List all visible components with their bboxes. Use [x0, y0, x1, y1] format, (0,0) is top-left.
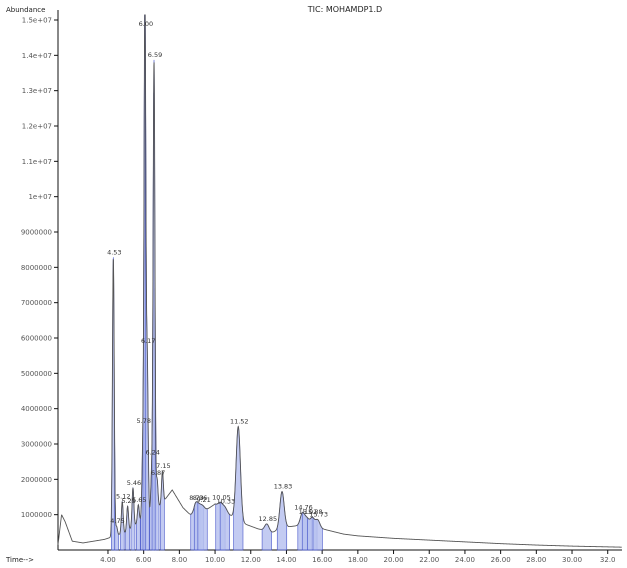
x-tick-label: 12.00 — [241, 556, 261, 564]
x-tick-label: 18.00 — [348, 556, 368, 564]
x-axis-label: Time--> — [5, 556, 34, 564]
x-tick-label: 26.00 — [491, 556, 511, 564]
peak-label: 6.00 — [139, 20, 153, 28]
peak-label: 12.85 — [259, 515, 278, 523]
y-tick-label: 2000000 — [21, 476, 52, 484]
chart-title: TIC: MOHAMDP1.D — [307, 5, 382, 14]
peak-label: 6.17 — [141, 337, 155, 345]
x-tick-label: 4.00 — [100, 556, 116, 564]
y-tick-label: 1.5e+07 — [22, 17, 52, 25]
tic-trace-line — [57, 14, 622, 548]
peak-label: 10.05 — [212, 493, 231, 501]
peak-label: 10.33 — [217, 498, 236, 506]
y-tick-label: 7000000 — [21, 299, 52, 307]
x-tick-label: 22.00 — [419, 556, 439, 564]
peak-label: 5.12 — [116, 493, 130, 501]
peak-label: 6.59 — [148, 51, 162, 59]
peak-label: 8.96 — [193, 494, 207, 502]
peak-label: 4.75 — [110, 517, 124, 525]
peak-label: 15.01 — [299, 508, 318, 516]
x-tick-label: 20.00 — [384, 556, 404, 564]
y-tick-label: 8000000 — [21, 264, 52, 272]
peak-label: 4.53 — [107, 248, 121, 256]
peak-label: 6.87 — [151, 469, 165, 477]
y-tick-label: 9000000 — [21, 229, 52, 237]
y-tick-label: 4000000 — [21, 405, 52, 413]
peak-integration-fill — [160, 470, 165, 551]
y-tick-label: 1e+07 — [28, 193, 52, 201]
x-tick-label: 32.0 — [600, 556, 616, 564]
peak-label: 14.76 — [294, 503, 313, 511]
peak-label: 5.25 — [121, 497, 135, 505]
x-tick-label: 24.00 — [455, 556, 475, 564]
y-tick-label: 1000000 — [21, 511, 52, 519]
x-tick-label: 28.00 — [526, 556, 546, 564]
y-tick-label: 1.1e+07 — [22, 158, 52, 166]
y-tick-label: 3000000 — [21, 441, 52, 449]
y-tick-label: 1.3e+07 — [22, 87, 52, 95]
x-tick-label: 30.00 — [562, 556, 582, 564]
y-tick-label: 5000000 — [21, 370, 52, 378]
peak-label: 13.83 — [274, 483, 293, 491]
y-axis-label: Abundance — [6, 6, 45, 14]
peak-fill-group — [111, 14, 323, 551]
peak-integration-fill — [219, 501, 230, 551]
peak-label: 11.52 — [230, 418, 249, 426]
peak-label: 9.21 — [196, 496, 210, 504]
peak-label: 7.15 — [156, 462, 170, 470]
x-tick-label: 16.00 — [312, 556, 332, 564]
x-tick-group: 4.00 6.00 8.00 10.00 12.00 14.00 16.00 18.00 20.… — [100, 550, 616, 564]
peak-label: 15.73 — [309, 511, 328, 519]
peak-label: 8.73 — [189, 494, 203, 502]
peak-label: 5.65 — [132, 496, 146, 504]
x-tick-label: 14.00 — [276, 556, 296, 564]
x-tick-label: 10.00 — [205, 556, 225, 564]
peak-label-group: 4.53 4.75 5.125.25 5.46 5.65 5.78 6.00 6.17 6.24… — [107, 20, 328, 525]
peak-label: 15.38 — [304, 508, 323, 516]
x-tick-label: 8.00 — [172, 556, 188, 564]
x-tick-label: 6.00 — [136, 556, 152, 564]
y-tick-label: 1.4e+07 — [22, 52, 52, 60]
peak-label: 5.78 — [137, 417, 151, 425]
peak-integration-fill — [197, 501, 208, 551]
y-tick-label: 1.2e+07 — [22, 123, 52, 131]
peak-label: 5.46 — [127, 479, 141, 487]
y-tick-label: 6000000 — [21, 335, 52, 343]
peak-integration-fill — [312, 516, 323, 551]
peak-label: 6.24 — [145, 449, 159, 457]
y-tick-group: 1.5e+07 1.4e+07 1.3e+07 1.2e+07 1.1e+07 1e+07… — [21, 17, 58, 519]
